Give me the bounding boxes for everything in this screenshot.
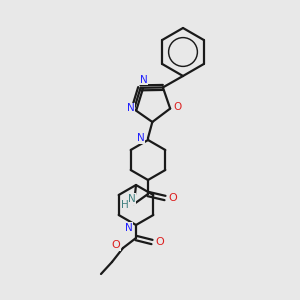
Text: N: N xyxy=(125,223,133,233)
Text: N: N xyxy=(137,133,145,143)
Text: O: O xyxy=(112,240,120,250)
Text: N: N xyxy=(127,103,135,113)
Text: O: O xyxy=(173,102,181,112)
Text: N: N xyxy=(128,194,136,204)
Text: O: O xyxy=(169,193,177,203)
Text: H: H xyxy=(121,200,129,210)
Text: N: N xyxy=(140,75,147,85)
Text: O: O xyxy=(156,237,164,247)
